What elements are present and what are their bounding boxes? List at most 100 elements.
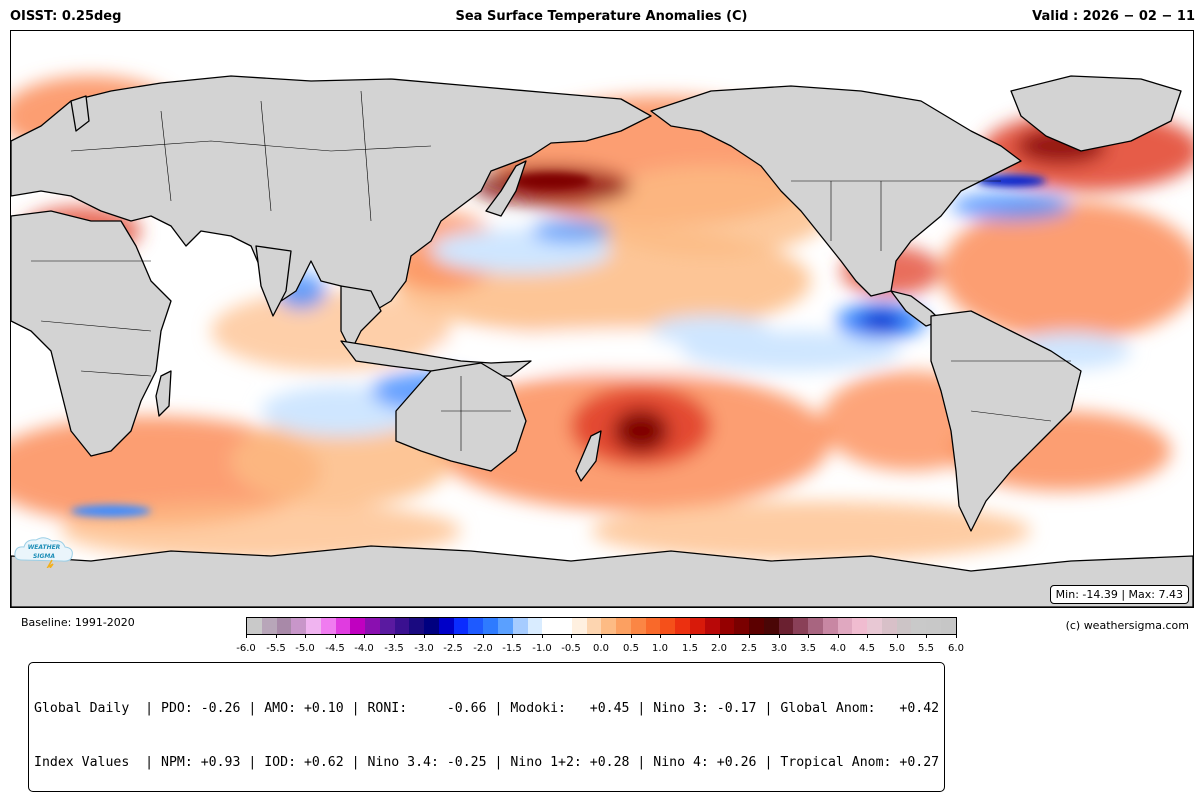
colorbar-tick-mark bbox=[808, 635, 809, 638]
colorbar-tick-mark bbox=[424, 635, 425, 638]
valid-date: Valid : 2026 − 02 − 11 bbox=[1032, 9, 1195, 24]
colorbar-tick-mark bbox=[305, 635, 306, 638]
colorbar-tick-mark bbox=[660, 635, 661, 638]
colorbar-tick-mark bbox=[512, 635, 513, 638]
colorbar-swatch bbox=[645, 618, 661, 634]
colorbar-swatch bbox=[778, 618, 794, 634]
colorbar-swatch bbox=[306, 618, 321, 634]
colorbar bbox=[246, 617, 957, 635]
colorbar-tick-mark bbox=[749, 635, 750, 638]
colorbar-swatch bbox=[749, 618, 764, 634]
colorbar-tick-mark bbox=[571, 635, 572, 638]
colorbar-swatch bbox=[498, 618, 513, 634]
colorbar-tick-label: 5.0 bbox=[889, 643, 905, 654]
colorbar-tick-mark bbox=[867, 635, 868, 638]
min-max-box: Min: -14.39 | Max: 7.43 bbox=[1049, 585, 1189, 604]
colorbar-tick-label: 3.0 bbox=[771, 643, 787, 654]
colorbar-swatch bbox=[719, 618, 735, 634]
colorbar-tick-label: -6.0 bbox=[236, 643, 256, 654]
colorbar-tick-label: -5.0 bbox=[295, 643, 315, 654]
colorbar-tick-mark bbox=[601, 635, 602, 638]
colorbar-tick-label: 1.5 bbox=[682, 643, 698, 654]
colorbar-tick-mark bbox=[926, 635, 927, 638]
india-peninsula bbox=[255, 245, 292, 317]
colorbar-swatch bbox=[852, 618, 868, 634]
southeast-asia bbox=[340, 285, 382, 352]
colorbar-tick-label: 0.0 bbox=[593, 643, 609, 654]
colorbar-swatch bbox=[409, 618, 425, 634]
colorbar-tick-mark bbox=[897, 635, 898, 638]
credit-label: (c) weathersigma.com bbox=[1065, 619, 1189, 632]
colorbar-tick-mark bbox=[719, 635, 720, 638]
colorbar-swatch bbox=[881, 618, 897, 634]
colorbar-tick-mark bbox=[276, 635, 277, 638]
colorbar-tick-mark bbox=[246, 635, 247, 638]
new-zealand bbox=[575, 430, 602, 482]
colorbar-tick-label: -4.5 bbox=[325, 643, 345, 654]
map-canvas bbox=[11, 31, 1193, 607]
weather-sigma-logo-icon bbox=[14, 537, 73, 568]
colorbar-swatch bbox=[247, 618, 262, 634]
colorbar-tick-label: -2.0 bbox=[473, 643, 493, 654]
logo-line-1: WEATHER bbox=[27, 544, 61, 551]
colorbar-tick-label: 3.5 bbox=[800, 643, 816, 654]
colorbar-tick-label: -3.0 bbox=[414, 643, 434, 654]
anomaly-field bbox=[11, 76, 1193, 561]
colorbar-swatch bbox=[926, 618, 941, 634]
colorbar-swatch bbox=[379, 618, 395, 634]
index-row-2: Index Values | NPM: +0.93 | IOD: +0.62 |… bbox=[34, 755, 940, 770]
baseline-label: Baseline: 1991-2020 bbox=[21, 616, 135, 629]
greenland bbox=[1010, 75, 1182, 152]
colorbar-tick-label: 0.5 bbox=[623, 643, 639, 654]
colorbar-swatch bbox=[704, 618, 720, 634]
colorbar-swatch bbox=[438, 618, 454, 634]
south-america bbox=[930, 310, 1082, 532]
north-america bbox=[650, 85, 1022, 297]
colorbar-tick-label: 4.0 bbox=[830, 643, 846, 654]
colorbar-tick-mark bbox=[483, 635, 484, 638]
colorbar-swatch bbox=[689, 618, 705, 634]
colorbar-tick-mark bbox=[542, 635, 543, 638]
colorbar-tick-mark bbox=[838, 635, 839, 638]
colorbar-swatch bbox=[483, 618, 499, 634]
colorbar-swatch bbox=[291, 618, 307, 634]
colorbar-swatch bbox=[734, 618, 750, 634]
index-row-1: Global Daily | PDO: -0.26 | AMO: +0.10 |… bbox=[34, 701, 940, 716]
madagascar bbox=[155, 370, 172, 417]
land-masses bbox=[11, 75, 1193, 607]
logo-line-2: SIGMA bbox=[32, 553, 56, 560]
colorbar-swatch bbox=[350, 618, 366, 634]
colorbar-swatch bbox=[335, 618, 351, 634]
colorbar-tick-label: -4.0 bbox=[354, 643, 374, 654]
colorbar-swatch bbox=[867, 618, 882, 634]
colorbar-tick-label: 1.0 bbox=[652, 643, 668, 654]
colorbar-swatch bbox=[911, 618, 927, 634]
colorbar-swatch bbox=[675, 618, 690, 634]
colorbar-tick-label: 2.5 bbox=[741, 643, 757, 654]
colorbar-swatch bbox=[542, 618, 558, 634]
colorbar-tick-label: 4.5 bbox=[859, 643, 875, 654]
colorbar-swatch bbox=[320, 618, 336, 634]
colorbar-tick-label: -5.5 bbox=[266, 643, 286, 654]
colorbar-swatch bbox=[261, 618, 277, 634]
antarctica bbox=[11, 545, 1193, 607]
colorbar-swatch bbox=[512, 618, 528, 634]
colorbar-swatch bbox=[394, 618, 410, 634]
colorbar-swatch bbox=[527, 618, 543, 634]
colorbar-tick-mark bbox=[631, 635, 632, 638]
sst-anomaly-map: Min: -14.39 | Max: 7.43 bbox=[10, 30, 1194, 608]
colorbar-swatch bbox=[276, 618, 292, 634]
colorbar-swatch bbox=[896, 618, 912, 634]
colorbar-tick-label: -1.5 bbox=[502, 643, 522, 654]
colorbar-swatch bbox=[763, 618, 779, 634]
index-values-box: Global Daily | PDO: -0.26 | AMO: +0.10 |… bbox=[28, 662, 946, 792]
colorbar-swatch bbox=[468, 618, 484, 634]
colorbar-swatch bbox=[822, 618, 838, 634]
colorbar-ticks: -6.0 -5.5 -5.0 -4.5 -4.0 -3.5 -3.0 -2.5 -2.0 -1.5… bbox=[236, 635, 964, 655]
country-borders bbox=[31, 90, 1071, 451]
colorbar-swatch bbox=[557, 618, 572, 634]
colorbar-tick-label: -3.5 bbox=[384, 643, 404, 654]
colorbar-swatch bbox=[660, 618, 676, 634]
colorbar-tick-mark bbox=[690, 635, 691, 638]
africa bbox=[11, 210, 172, 457]
